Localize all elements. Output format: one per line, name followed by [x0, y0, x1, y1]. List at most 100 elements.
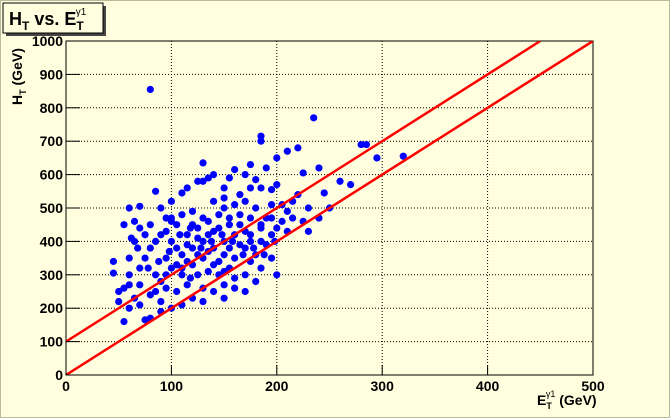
point [241, 197, 249, 205]
marks [66, 41, 593, 375]
point [209, 227, 218, 235]
point [220, 184, 228, 192]
point [225, 174, 233, 182]
y-label-part: (GeV) [9, 48, 25, 89]
point [130, 217, 139, 225]
point [199, 214, 207, 222]
point [252, 176, 260, 184]
y-tick-label: 500 [40, 200, 64, 216]
point [165, 247, 173, 256]
point [215, 257, 223, 266]
point [209, 287, 218, 296]
y-tick-label: 300 [40, 267, 64, 283]
point [246, 231, 255, 239]
point [250, 244, 258, 252]
point [136, 264, 144, 272]
point [199, 237, 207, 245]
point [218, 231, 226, 239]
point [225, 244, 233, 252]
point [241, 171, 249, 179]
title-part: T [76, 19, 84, 33]
point [241, 287, 249, 296]
point [267, 214, 276, 222]
point [178, 211, 186, 219]
point [246, 237, 255, 245]
point [260, 251, 268, 259]
point [273, 224, 281, 232]
point [178, 271, 186, 279]
point [173, 261, 181, 269]
point [357, 140, 365, 149]
point [225, 221, 233, 229]
point [346, 181, 355, 189]
point [162, 214, 170, 222]
y-tick-label: 100 [40, 334, 64, 350]
point [157, 204, 165, 212]
y-axis-label: HT (GeV) [9, 48, 28, 105]
point [267, 254, 276, 262]
point [236, 241, 244, 249]
point [246, 214, 255, 222]
x-tick-label: 100 [160, 378, 184, 394]
point [215, 224, 223, 232]
point [125, 281, 133, 289]
point [315, 164, 323, 172]
y-label-part: T [18, 89, 28, 95]
point [310, 114, 318, 122]
point [278, 217, 286, 225]
point [257, 132, 265, 140]
point [220, 194, 228, 202]
point [141, 254, 149, 262]
title-part: vs. E [29, 9, 76, 29]
point [173, 221, 181, 229]
point [194, 177, 202, 185]
title-part: H [9, 9, 22, 29]
point [257, 184, 265, 192]
point [125, 204, 133, 212]
x-tick-label: 300 [371, 378, 395, 394]
title-box [2, 2, 104, 34]
point [225, 214, 233, 222]
y-tick-label: 0 [55, 367, 63, 383]
point [241, 271, 249, 279]
point [183, 231, 191, 239]
point [257, 264, 265, 272]
point [151, 287, 160, 296]
x-label-part: T [546, 401, 552, 411]
point [220, 204, 228, 212]
point [283, 207, 291, 215]
point [373, 154, 381, 162]
x-axis-label: ETγ1 (GeV) [537, 389, 597, 411]
y-tick-label: 600 [40, 167, 64, 183]
point [262, 164, 270, 172]
y-tick-label: 900 [40, 66, 64, 82]
x-label-part: E [537, 392, 546, 408]
point [257, 137, 265, 145]
point [236, 211, 244, 219]
point [273, 271, 281, 279]
point [136, 224, 144, 232]
point [199, 297, 207, 306]
x-label-part: γ1 [546, 389, 556, 399]
point [183, 184, 191, 192]
point [188, 244, 197, 252]
x-tick-label: 0 [62, 378, 70, 394]
point [197, 244, 205, 252]
point [304, 204, 313, 212]
point [320, 189, 328, 197]
point [267, 201, 276, 209]
point [231, 284, 239, 292]
point [399, 152, 407, 160]
point [267, 186, 276, 194]
point [155, 257, 163, 266]
point [304, 227, 313, 235]
point [362, 140, 370, 149]
point [176, 231, 184, 239]
point [246, 184, 255, 192]
point [252, 277, 260, 286]
point [157, 297, 165, 306]
point [186, 224, 194, 232]
point [299, 169, 307, 177]
point [220, 281, 228, 289]
point [267, 231, 276, 239]
